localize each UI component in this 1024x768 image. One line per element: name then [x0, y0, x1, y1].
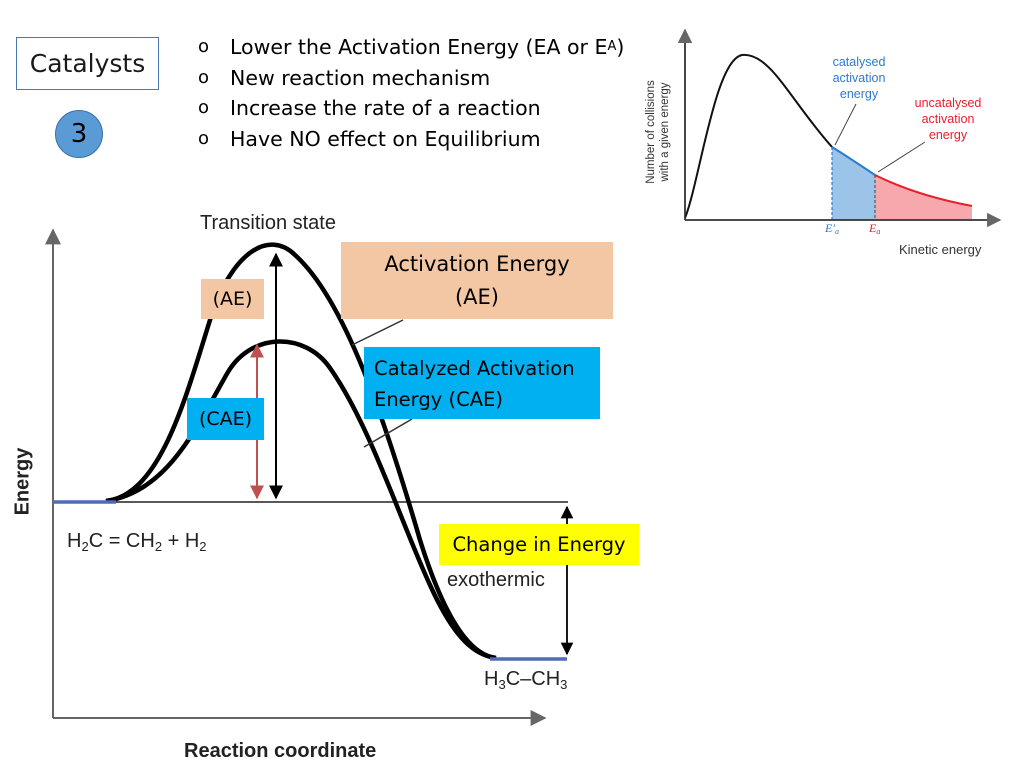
- bullet-item: o Lower the Activation Energy (EA or E A): [198, 32, 624, 63]
- ae-leader-line: [351, 319, 404, 346]
- distribution-curve-black: [684, 53, 833, 219]
- bullet-text: Increase the rate of a reaction: [230, 96, 541, 120]
- product-sub-a: 3: [498, 677, 506, 692]
- bullet-item: o Increase the rate of a reaction: [198, 93, 624, 124]
- ea-tick-label: Ea: [869, 221, 880, 236]
- distribution-curve-blue: [831, 146, 876, 176]
- uncatalysed-leader: [877, 141, 926, 173]
- activation-energy-line2: (AE): [454, 284, 500, 309]
- reaction-coordinate-label: Reaction coordinate: [184, 740, 377, 762]
- product-part-a: H: [484, 668, 499, 690]
- slide-title: Catalysts: [16, 37, 159, 90]
- ea-symbol: E: [869, 221, 877, 235]
- slide-number-badge: 3: [55, 110, 103, 158]
- uncatalysed-label-line3: energy: [928, 128, 968, 142]
- activation-energy-line1: Activation Energy: [384, 251, 570, 276]
- product-part-b: C–CH: [505, 668, 561, 690]
- reactant-part-b: C = CH: [88, 530, 155, 552]
- bullet-text: Lower the Activation Energy (EA or E: [230, 35, 608, 59]
- product-formula: H3C–CH3: [484, 668, 567, 692]
- change-in-energy-callout: Change in Energy: [439, 524, 639, 565]
- catalysed-energy-label: catalysed activation energy: [826, 54, 892, 102]
- reactant-sub-c: 2: [199, 539, 207, 554]
- reactant-formula: H2C = CH2 + H2: [67, 530, 207, 554]
- uncatalysed-label-line2: activation: [921, 112, 975, 126]
- bullet-marker: o: [198, 36, 210, 57]
- bullet-marker: o: [198, 66, 210, 88]
- activation-energy-callout: Activation Energy (AE): [341, 242, 613, 319]
- cae-leader-line: [363, 418, 413, 448]
- catalysed-label-line2: activation: [832, 71, 886, 85]
- uncatalysed-label-line1: uncatalysed: [914, 96, 982, 110]
- distribution-y-label: Number of collisions with a given energy: [644, 62, 672, 202]
- transition-state-label: Transition state: [200, 212, 336, 234]
- bullet-item: o New reaction mechanism: [198, 63, 624, 94]
- uncatalysed-curve: [105, 242, 497, 661]
- ea-prime-tick-label: E′a: [825, 221, 839, 236]
- ea-subscript: a: [876, 227, 881, 236]
- bullet-marker: o: [198, 97, 210, 118]
- reactant-part-a: H: [67, 530, 82, 552]
- bullet-tail: ): [616, 35, 625, 59]
- bullet-text: New reaction mechanism: [230, 65, 491, 90]
- distribution-y-label-line2: with a given energy: [659, 82, 671, 182]
- ea-prime-symbol: E′: [825, 221, 835, 235]
- bullet-item: o Have NO effect on Equilibrium: [198, 124, 624, 155]
- catalysed-leader: [834, 103, 857, 146]
- bullet-marker: o: [198, 127, 210, 149]
- uncatalysed-energy-label: uncatalysed activation energy: [906, 95, 990, 143]
- product-sub-b: 3: [560, 677, 568, 692]
- reactant-part-c: + H: [162, 530, 200, 552]
- reactant-sub-a: 2: [81, 539, 89, 554]
- catalysed-fill-area: [832, 147, 875, 220]
- catalysed-label-line3: energy: [839, 87, 879, 101]
- cae-small-label: (CAE): [187, 398, 264, 440]
- distribution-y-label-line1: Number of collisions: [645, 80, 657, 184]
- reactant-sub-b: 2: [154, 539, 163, 554]
- catalyzed-activation-energy-callout: Catalyzed Activation Energy (CAE): [364, 347, 600, 419]
- kinetic-energy-label: Kinetic energy: [899, 242, 982, 257]
- bullet-list: o Lower the Activation Energy (EA or E A) …: [198, 32, 624, 154]
- catalysed-label-line1: catalysed: [832, 55, 886, 69]
- exothermic-label: exothermic: [447, 569, 545, 591]
- ea-prime-subscript: a: [834, 227, 839, 236]
- distribution-curve-red: [874, 174, 973, 207]
- bullet-subscript: A: [607, 39, 617, 54]
- ae-small-label: (AE): [201, 279, 264, 319]
- bullet-text: Have NO effect on Equilibrium: [230, 126, 541, 151]
